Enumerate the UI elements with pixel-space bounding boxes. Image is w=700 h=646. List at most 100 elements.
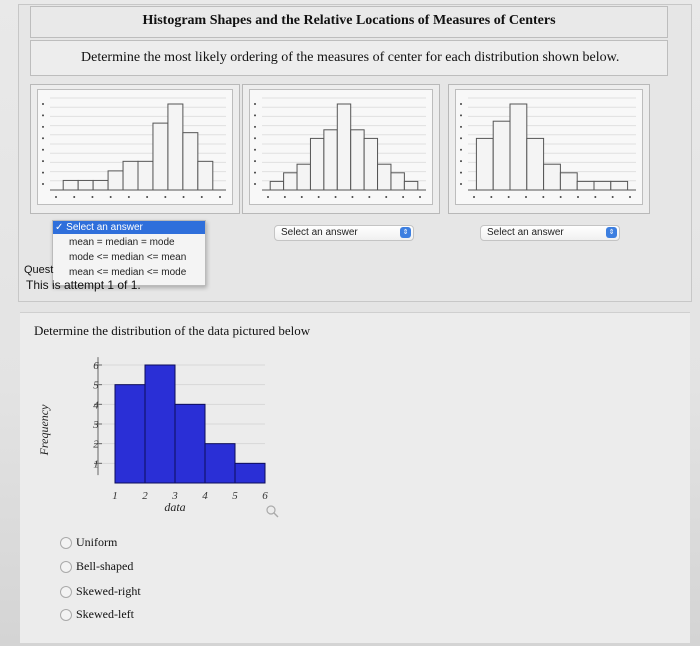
histogram-panel-1	[30, 84, 240, 214]
mini-bar	[92, 179, 109, 191]
option-uniform[interactable]: Uniform	[60, 535, 117, 550]
mini-tick-mark	[254, 148, 256, 151]
mini-bar	[137, 160, 154, 191]
dropdown-option[interactable]: mean = median = mode	[69, 237, 175, 248]
mini-tick-mark	[507, 196, 510, 198]
mini-bar	[610, 180, 629, 191]
mini-histogram-1	[37, 89, 233, 205]
answer-select-2[interactable]: Select an answer ⇕	[274, 225, 414, 241]
title-bar: Histogram Shapes and the Relative Locati…	[30, 6, 668, 38]
histogram-panel-3	[448, 84, 650, 214]
mini-histogram-1-svg	[42, 97, 226, 198]
mini-bar	[390, 172, 405, 191]
mini-tick-mark	[629, 196, 631, 198]
mini-bar	[492, 120, 511, 191]
magnifier-icon-handle	[273, 512, 279, 518]
magnifier-icon-lens	[266, 505, 276, 515]
dropdown-option[interactable]: mode <= median <= mean	[69, 252, 187, 263]
mini-bar	[475, 137, 494, 191]
mini-bar	[350, 129, 365, 191]
x-tick-label: 4	[202, 490, 208, 502]
mini-tick-mark	[611, 196, 614, 198]
mini-tick-mark	[73, 196, 76, 198]
dropdown-option-selected[interactable]: ✓ Select an answer	[53, 221, 205, 234]
histogram-bar	[114, 384, 146, 484]
mini-tick-mark	[460, 114, 462, 117]
mini-tick-mark	[283, 196, 286, 198]
mini-bar	[363, 137, 379, 191]
mini-tick-mark	[594, 196, 597, 198]
histogram-bar	[204, 443, 236, 484]
x-tick-label: 5	[232, 490, 238, 502]
y-tick-label: 4	[93, 399, 99, 411]
mini-bar	[107, 170, 124, 191]
mini-tick-mark	[460, 103, 462, 105]
answer-select-3[interactable]: Select an answer ⇕	[480, 225, 620, 241]
frequency-histogram-svg: 1 2 3 4 5 6 1 2 3 4 5 6 data Frequency	[37, 357, 279, 518]
mini-bar	[77, 179, 94, 191]
mini-bar	[296, 163, 311, 191]
mini-tick-mark	[254, 125, 256, 128]
mini-tick-mark	[55, 196, 57, 198]
mini-tick-mark	[460, 171, 462, 174]
y-tick-label: 1	[93, 458, 99, 470]
x-tick-label: 3	[171, 490, 178, 502]
option-bell-shaped[interactable]: Bell-shaped	[60, 559, 133, 574]
magnifier-icon	[266, 505, 279, 518]
mini-tick-mark	[42, 160, 44, 163]
x-tick-label: 6	[262, 490, 268, 502]
mini-bar	[336, 103, 352, 191]
mini-tick-mark	[419, 196, 421, 198]
option-skewed-left[interactable]: Skewed-left	[60, 607, 134, 622]
mini-tick-mark	[42, 148, 44, 151]
mini-tick-mark	[254, 160, 256, 163]
mini-tick-mark	[577, 196, 579, 198]
mini-bar	[593, 180, 612, 191]
answer-select-1-dropdown[interactable]: ✓ Select an answer mean = median = mode …	[52, 220, 206, 286]
mini-tick-mark	[200, 196, 203, 198]
mini-tick-mark	[219, 196, 221, 198]
mini-tick-mark	[525, 196, 527, 198]
x-axis-label: data	[164, 500, 185, 514]
mini-histogram-2	[249, 89, 433, 205]
y-tick-label: 3	[92, 419, 99, 431]
histogram-panel-2	[242, 84, 440, 214]
histogram-bar	[174, 403, 206, 484]
mini-tick-mark	[542, 196, 545, 198]
mini-tick-mark	[182, 196, 185, 198]
mini-bar	[122, 160, 139, 191]
mini-tick-mark	[490, 196, 493, 198]
y-tick-label: 6	[93, 360, 99, 372]
option-skewed-right[interactable]: Skewed-right	[60, 584, 141, 599]
histogram-bar	[144, 364, 176, 484]
mini-bar	[197, 160, 214, 191]
mini-tick-mark	[300, 196, 303, 198]
radio-button[interactable]	[60, 609, 72, 622]
mini-bar	[559, 172, 578, 191]
radio-button[interactable]	[60, 537, 72, 550]
question-2-text: Determine the distribution of the data p…	[34, 323, 311, 338]
checkmark-icon: ✓	[55, 222, 67, 233]
mini-histogram-2-svg	[254, 97, 426, 198]
mini-tick-mark	[460, 183, 462, 185]
mini-tick-mark	[254, 137, 256, 140]
mini-bar	[377, 163, 392, 191]
mini-tick-mark	[460, 137, 462, 140]
mini-tick-mark	[402, 196, 405, 198]
radio-button[interactable]	[60, 586, 72, 599]
mini-tick-mark	[351, 196, 354, 198]
mini-tick-mark	[460, 160, 462, 163]
mini-histogram-3-svg	[460, 97, 636, 198]
radio-button[interactable]	[60, 561, 72, 574]
dropdown-option[interactable]: mean <= median <= mode	[69, 267, 187, 278]
attempt-text: This is attempt 1 of 1.	[26, 278, 141, 292]
mini-bar	[403, 180, 419, 191]
mini-tick-mark	[267, 196, 269, 198]
answer-select-2-value: Select an answer	[281, 227, 358, 238]
mini-tick-mark	[368, 196, 371, 198]
instruction-box: Determine the most likely ordering of th…	[30, 40, 668, 76]
mini-bar	[283, 172, 298, 191]
mini-tick-mark	[559, 196, 562, 198]
mini-tick-mark	[42, 183, 44, 185]
